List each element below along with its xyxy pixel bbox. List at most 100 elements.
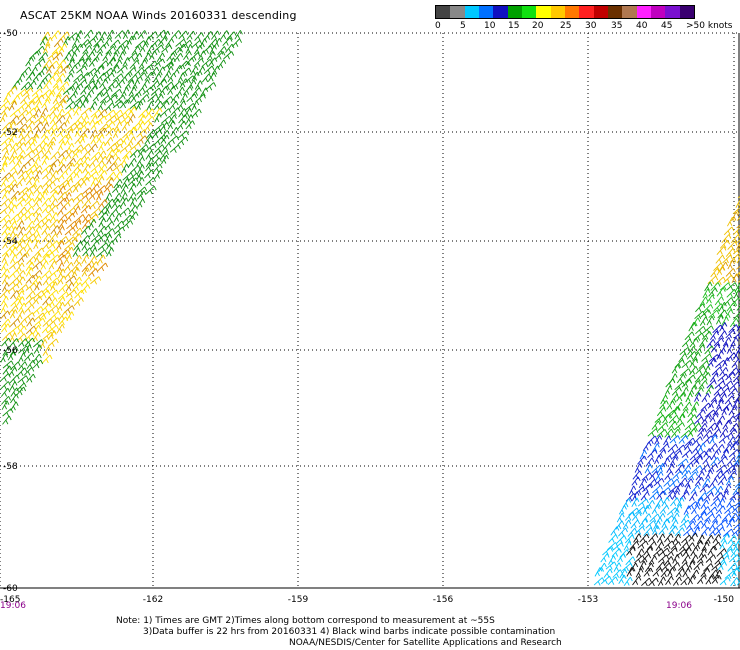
wind-barb	[693, 332, 705, 341]
wind-barb	[8, 197, 18, 207]
wind-barb	[120, 197, 129, 207]
wind-barb	[677, 458, 689, 467]
wind-barb	[697, 428, 708, 437]
wind-barb	[738, 531, 740, 535]
wind-barb	[641, 553, 652, 563]
wind-barb	[113, 171, 123, 181]
wind-barb	[110, 52, 119, 62]
wind-barb	[657, 533, 666, 543]
wind-barb	[0, 295, 9, 306]
wind-barb	[42, 59, 53, 69]
wind-barb	[97, 254, 106, 264]
wind-barb	[695, 471, 705, 481]
wind-barb	[58, 311, 68, 321]
wind-barb	[145, 185, 157, 195]
colorbar-label: 10	[484, 21, 496, 31]
wind-barb	[81, 241, 90, 251]
wind-barb	[716, 350, 724, 360]
wind-barb	[667, 567, 675, 577]
wind-barb	[700, 463, 711, 473]
wind-barb	[672, 470, 684, 480]
wind-barb	[173, 64, 183, 75]
wind-barb	[707, 399, 718, 409]
wind-barb	[9, 338, 20, 347]
wind-barb	[721, 234, 732, 243]
wind-barb	[716, 287, 726, 297]
wind-barb	[58, 43, 68, 53]
wind-barb	[716, 548, 727, 557]
wind-barb	[74, 289, 85, 299]
wind-barb	[637, 455, 647, 465]
wind-barb	[112, 143, 123, 153]
wind-barb	[105, 121, 116, 130]
wind-barb	[90, 183, 100, 193]
wind-barb	[104, 221, 115, 230]
wind-barb	[728, 513, 739, 523]
wind-barb	[3, 92, 12, 103]
wind-barb	[737, 497, 740, 501]
wind-barb	[691, 465, 703, 474]
wind-barb	[16, 386, 27, 396]
wind-barb	[698, 380, 708, 390]
wind-barb	[66, 142, 75, 153]
wind-barb	[28, 51, 40, 60]
wind-barb	[9, 269, 20, 279]
wind-barb	[41, 324, 52, 334]
wind-barb	[675, 401, 684, 412]
wind-barb	[632, 470, 643, 480]
wind-barb	[31, 88, 43, 97]
wind-barb	[675, 568, 685, 578]
wind-barb	[127, 113, 136, 124]
wind-barb	[154, 113, 162, 123]
wind-barb	[128, 158, 137, 168]
wind-barb	[9, 318, 21, 327]
wind-barb	[42, 354, 53, 364]
wind-barb	[222, 37, 233, 47]
wind-barb	[87, 268, 99, 277]
wind-barb	[25, 107, 37, 116]
wind-barb	[136, 135, 148, 144]
wind-barb	[700, 402, 712, 412]
wind-barb	[672, 533, 681, 544]
wind-barb	[631, 476, 641, 486]
wind-barb	[169, 100, 179, 110]
wind-barb	[132, 79, 141, 90]
wind-barb	[722, 420, 732, 430]
wind-barb	[168, 57, 176, 68]
wind-barb	[111, 233, 122, 243]
wind-barb	[726, 289, 737, 298]
wind-barb	[593, 577, 605, 586]
wind-barb	[8, 283, 20, 293]
wind-barb	[631, 511, 642, 521]
wind-barb	[727, 387, 739, 397]
wind-barb	[20, 95, 31, 104]
wind-barb	[32, 324, 42, 335]
wind-barb	[50, 225, 60, 235]
wind-barb	[165, 38, 175, 48]
wind-barb	[63, 254, 73, 264]
wind-barb	[122, 150, 133, 160]
wind-barb	[696, 534, 705, 545]
wind-barb	[718, 393, 728, 403]
wind-barb	[684, 437, 696, 447]
wind-barb	[707, 546, 716, 556]
wind-barb	[120, 144, 132, 153]
wind-barb	[57, 99, 67, 109]
wind-barb	[737, 538, 740, 543]
wind-barb	[666, 400, 676, 410]
wind-barb	[734, 481, 740, 488]
wind-barb	[718, 435, 730, 444]
wind-barb	[110, 64, 120, 74]
wind-barb	[16, 220, 25, 230]
wind-barb	[684, 331, 695, 341]
wind-barb	[111, 184, 123, 194]
wind-barb	[10, 394, 19, 404]
wind-barb	[41, 212, 53, 222]
longitude-label: -150	[714, 595, 735, 605]
wind-barb	[119, 99, 130, 109]
wind-barb	[612, 569, 623, 578]
wind-barb	[722, 254, 733, 264]
wind-barb	[628, 485, 637, 496]
wind-barb	[55, 240, 65, 250]
wind-barb	[220, 30, 230, 40]
